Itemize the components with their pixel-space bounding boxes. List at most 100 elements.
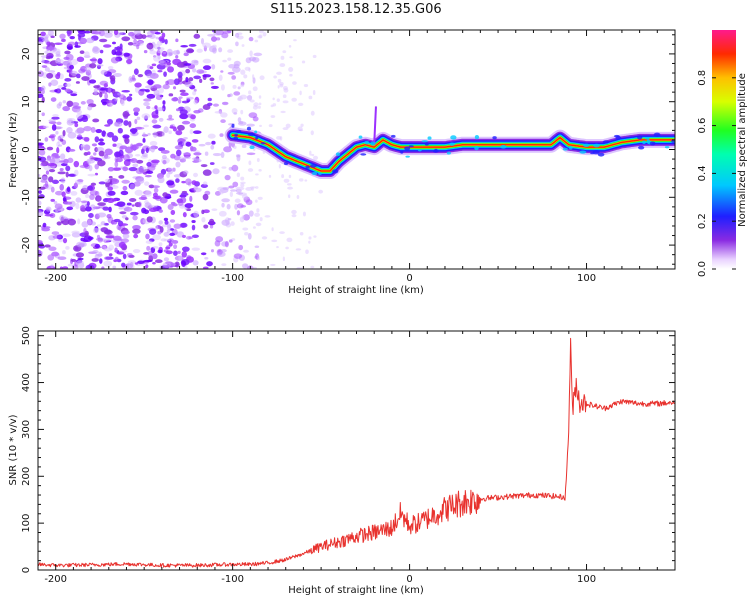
noise-blob [89, 194, 95, 201]
noise-blob [163, 61, 171, 68]
noise-blob [97, 212, 107, 218]
noise-blob [112, 167, 122, 171]
noise-blob [57, 141, 61, 144]
noise-blob [48, 246, 57, 252]
noise-blob [77, 257, 84, 261]
noise-blob [246, 152, 256, 156]
noise-blob [209, 218, 215, 225]
x-tick-label: 100 [577, 574, 596, 585]
noise-blob [97, 159, 106, 167]
noise-blob [210, 144, 215, 150]
noise-blob [169, 232, 176, 236]
noise-blob [98, 141, 106, 146]
noise-blob [38, 210, 44, 217]
noise-blob [185, 96, 194, 100]
noise-blob [202, 74, 212, 78]
noise-blob [151, 119, 158, 124]
noise-blob [106, 118, 113, 125]
noise-blob [237, 117, 242, 123]
noise-blob [82, 242, 87, 247]
noise-blob [217, 251, 226, 257]
noise-blob [116, 46, 121, 53]
noise-blob [134, 189, 143, 196]
noise-blob [200, 164, 208, 168]
noise-blob [97, 237, 104, 243]
y-tick-label: 200 [21, 467, 32, 486]
noise-blob [213, 103, 219, 107]
noise-blob [64, 50, 71, 55]
noise-blob [52, 179, 60, 185]
noise-blob [151, 63, 157, 67]
noise-blob [60, 177, 66, 184]
noise-blob [242, 263, 249, 269]
noise-blob [48, 176, 54, 183]
snr-series [38, 337, 675, 568]
noise-blob [282, 127, 289, 131]
noise-blob [44, 137, 49, 142]
colorbar-tick-label: 0.0 [697, 261, 708, 277]
noise-blob [158, 117, 164, 122]
noise-blob [226, 203, 231, 210]
noise-blob [147, 132, 151, 136]
noise-blob [302, 211, 306, 217]
noise-blob [156, 49, 164, 54]
noise-blob [87, 173, 96, 177]
noise-blob [289, 56, 293, 59]
noise-blob [202, 266, 209, 269]
ridge-speckle [474, 135, 480, 140]
noise-blob [46, 163, 56, 167]
noise-blob [76, 136, 84, 140]
noise-blob [135, 167, 144, 175]
noise-blob [133, 30, 141, 36]
noise-blob [185, 141, 192, 147]
noise-blob [192, 157, 200, 161]
noise-blob [163, 238, 171, 242]
noise-blob [38, 93, 44, 98]
noise-blob [287, 186, 294, 190]
noise-blob [76, 181, 81, 185]
noise-blob [247, 233, 252, 240]
noise-blob [72, 105, 82, 109]
noise-blob [107, 190, 116, 196]
noise-blob [296, 266, 302, 269]
ridge-speckle [332, 169, 339, 174]
noise-blob [280, 55, 285, 60]
ridge-speckle [364, 140, 370, 145]
noise-blob [84, 30, 91, 34]
noise-blob [181, 234, 186, 238]
noise-blob [310, 130, 314, 136]
x-tick-label: -200 [44, 574, 67, 585]
noise-blob [224, 240, 229, 248]
noise-blob [82, 184, 89, 191]
noise-blob [44, 213, 54, 217]
ridge-speckle [247, 132, 255, 137]
noise-blob [216, 37, 221, 41]
noise-blob [232, 84, 237, 89]
noise-blob [228, 185, 235, 189]
noise-blob [48, 82, 52, 87]
noise-blob [102, 245, 107, 249]
noise-blob [145, 264, 149, 269]
noise-blob [272, 97, 275, 101]
noise-blob [219, 133, 224, 137]
noise-blob [81, 221, 89, 228]
noise-blob [202, 209, 210, 214]
noise-blob [280, 110, 286, 114]
noise-blob [166, 79, 176, 86]
noise-blob [174, 261, 180, 268]
ridge-band [231, 134, 675, 172]
noise-blob [59, 33, 66, 39]
noise-blob [114, 160, 119, 168]
noise-blob [67, 30, 73, 36]
noise-blob [186, 48, 194, 54]
noise-blob [122, 111, 130, 118]
noise-blob [189, 62, 197, 65]
noise-blob [46, 72, 54, 79]
noise-blob [293, 39, 297, 42]
noise-blob [127, 252, 133, 257]
noise-blob [132, 228, 141, 234]
noise-blob [103, 44, 112, 48]
noise-blob [207, 133, 216, 139]
colorbar-tick-label: 0.4 [697, 165, 708, 181]
noise-blob [132, 224, 141, 230]
